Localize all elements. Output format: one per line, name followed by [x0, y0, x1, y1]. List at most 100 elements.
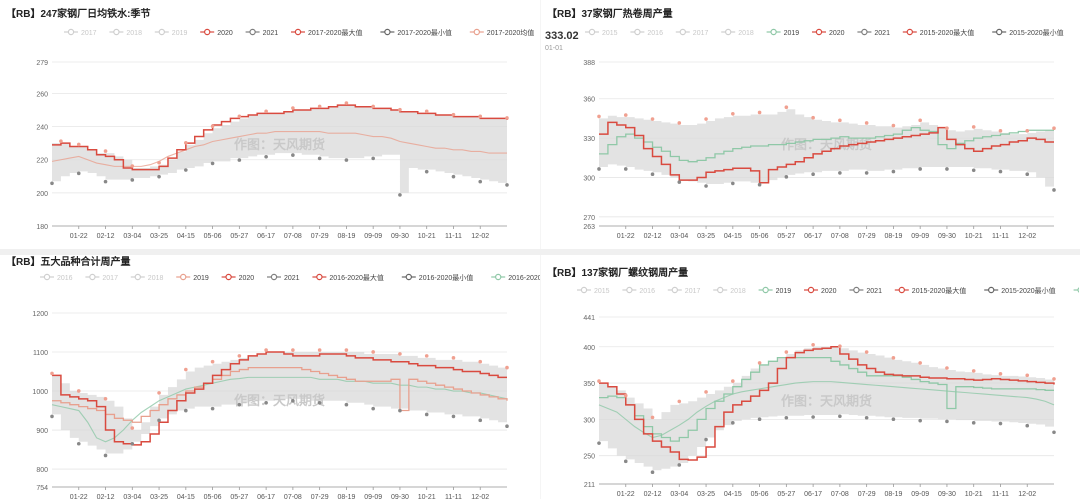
legend-item[interactable]: 2021 [857, 28, 890, 37]
x-tick-label: 01-22 [617, 233, 635, 240]
min-marker [623, 167, 628, 171]
legend-item[interactable]: 2018 [109, 28, 142, 37]
x-tick-label: 11-11 [445, 494, 462, 499]
legend-item[interactable]: 2021 [245, 28, 279, 37]
min-marker [998, 169, 1003, 174]
legend-item[interactable]: 2018 [721, 28, 754, 37]
x-tick-label: 09-09 [364, 494, 382, 499]
max-marker [945, 126, 949, 131]
legend-item[interactable]: 2017-2020最小值 [380, 28, 452, 37]
legend-item[interactable]: 2016-2020最小值 [401, 273, 473, 282]
max-marker [76, 389, 81, 393]
max-marker [317, 348, 322, 352]
legend-item[interactable]: 2019 [758, 286, 792, 295]
legend-item[interactable]: 2016-2020最大值 [312, 273, 384, 282]
min-marker [597, 167, 601, 171]
max-marker [623, 113, 628, 117]
min-marker [731, 421, 735, 425]
legend-label: 2019 [193, 275, 209, 282]
legend-label: 2020 [829, 30, 845, 37]
legend-item[interactable]: 2015 [585, 28, 618, 37]
x-tick-label: 07-08 [831, 233, 849, 240]
x-tick-label: 07-29 [311, 494, 329, 499]
x-tick-label: 09-30 [938, 491, 956, 498]
min-marker [597, 441, 601, 445]
legend-item[interactable]: 2020 [804, 286, 837, 295]
legend-item[interactable]: 2017 [85, 273, 118, 282]
max-marker [1052, 377, 1056, 381]
max-marker [811, 115, 815, 120]
legend-item[interactable]: 2019 [766, 28, 800, 37]
legend-item[interactable]: 2015-2020最大值 [902, 28, 974, 37]
min-marker [478, 418, 483, 423]
min-marker [184, 408, 188, 413]
max-marker [59, 139, 63, 143]
legend-item[interactable]: 2019 [154, 28, 188, 37]
max-marker [130, 164, 135, 168]
legend-item[interactable]: 2015-2020最大值 [894, 286, 966, 295]
max-marker [157, 160, 161, 165]
y-tick-label: 300 [583, 417, 595, 424]
legend-item[interactable]: 2017 [64, 28, 97, 37]
min-marker [478, 179, 483, 184]
min-marker [971, 421, 976, 425]
legend-label: 2015 [594, 288, 610, 295]
legend-item[interactable]: 2019 [176, 273, 209, 282]
min-marker [677, 180, 682, 184]
y-tick-label: 350 [583, 381, 595, 388]
max-marker [398, 352, 402, 356]
max-marker [891, 123, 896, 128]
legend-item[interactable]: 2015-2020最小值 [992, 28, 1064, 37]
chart-panel-hot-coil-output: 【RB】37家钢厂热卷周产量 333.02 01-01 2015 2016 2017 201… [541, 0, 1080, 249]
legend-label: 2017 [102, 275, 118, 282]
min-marker [891, 417, 896, 421]
min-marker [838, 171, 842, 175]
legend-item[interactable]: 2020 [200, 28, 233, 37]
legend-item[interactable]: 2016 [622, 286, 655, 295]
legend-item[interactable]: 2016-2020均值 [491, 273, 540, 282]
x-tick-label: 02-12 [97, 494, 115, 499]
chart-title: 【RB】137家钢厂螺纹钢周产量 [547, 266, 688, 279]
max-marker [864, 350, 869, 354]
legend-item[interactable]: 2016 [630, 28, 663, 37]
max-marker [918, 118, 922, 123]
y-tick-label: 200 [36, 191, 48, 198]
legend-item[interactable]: 2020 [221, 273, 255, 282]
legend-item[interactable]: 2015-2020最小值 [984, 286, 1056, 295]
legend-item[interactable]: 2018 [130, 273, 164, 282]
min-marker [264, 400, 268, 405]
min-marker [76, 441, 81, 446]
watermark: 作图：天风期货 [234, 393, 325, 408]
legend-item[interactable]: 2015 [577, 286, 610, 295]
x-tick-label: 01-22 [70, 494, 88, 499]
legend-item[interactable]: 2016 [40, 273, 73, 282]
legend-item[interactable]: 2018 [713, 286, 746, 295]
max-marker [103, 149, 108, 153]
min-marker [704, 437, 708, 442]
legend-item[interactable]: 2021 [849, 286, 882, 295]
legend-item[interactable]: 2021 [267, 273, 300, 282]
legend-item[interactable]: 2017 [675, 28, 709, 37]
legend-item[interactable]: 2017-2020最大值 [291, 28, 362, 37]
max-marker [291, 348, 295, 352]
legend-item[interactable]: 2017-2020均值 [469, 28, 534, 37]
y-tick-label: 300 [583, 175, 595, 182]
x-tick-label: 05-27 [230, 494, 248, 499]
max-marker [237, 354, 242, 358]
legend-label: 2018 [738, 30, 754, 37]
min-max-band [52, 105, 507, 193]
legend-item[interactable]: 2015-2020均值 [1073, 286, 1079, 295]
min-marker [157, 174, 161, 179]
x-tick-label: 09-09 [911, 233, 929, 240]
legend-item[interactable]: 2020 [812, 28, 845, 37]
legend-label: 2015 [602, 30, 618, 37]
legend-item[interactable]: 2017 [667, 286, 701, 295]
max-marker [264, 109, 268, 114]
y-tick-label: 400 [583, 345, 595, 352]
x-tick-label: 06-17 [257, 233, 275, 240]
min-marker [945, 167, 949, 171]
min-marker [130, 178, 135, 182]
legend-label: 2016 [57, 275, 73, 282]
x-tick-label: 05-06 [751, 491, 769, 498]
series-2019-line [599, 126, 1054, 163]
